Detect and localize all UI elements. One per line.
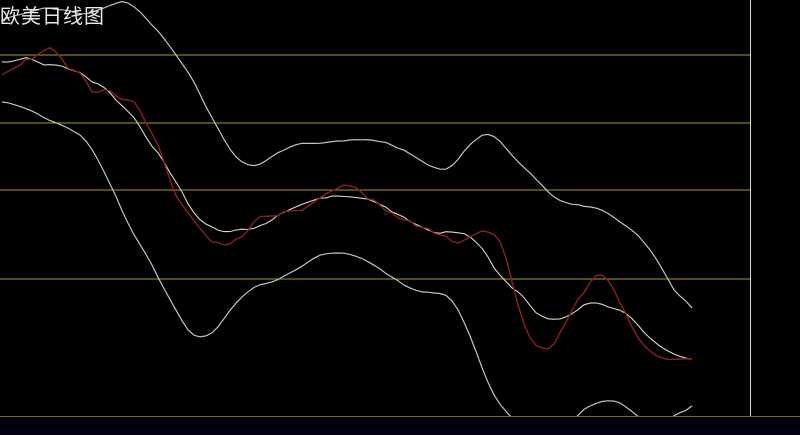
chart-plot-area[interactable] — [0, 0, 750, 435]
time-axis-bar[interactable] — [0, 416, 800, 435]
bollinger-middle-band — [1, 57, 693, 360]
moving-average-fast-line — [1, 46, 693, 361]
bollinger-lower-band — [1, 101, 693, 435]
bollinger-upper-band — [1, 0, 693, 309]
axis-vertical-line — [750, 0, 751, 435]
chart-title-overlay: 欧美日线图 — [0, 4, 105, 28]
chart-canvas — [0, 0, 750, 435]
price-axis-panel[interactable] — [750, 0, 800, 435]
